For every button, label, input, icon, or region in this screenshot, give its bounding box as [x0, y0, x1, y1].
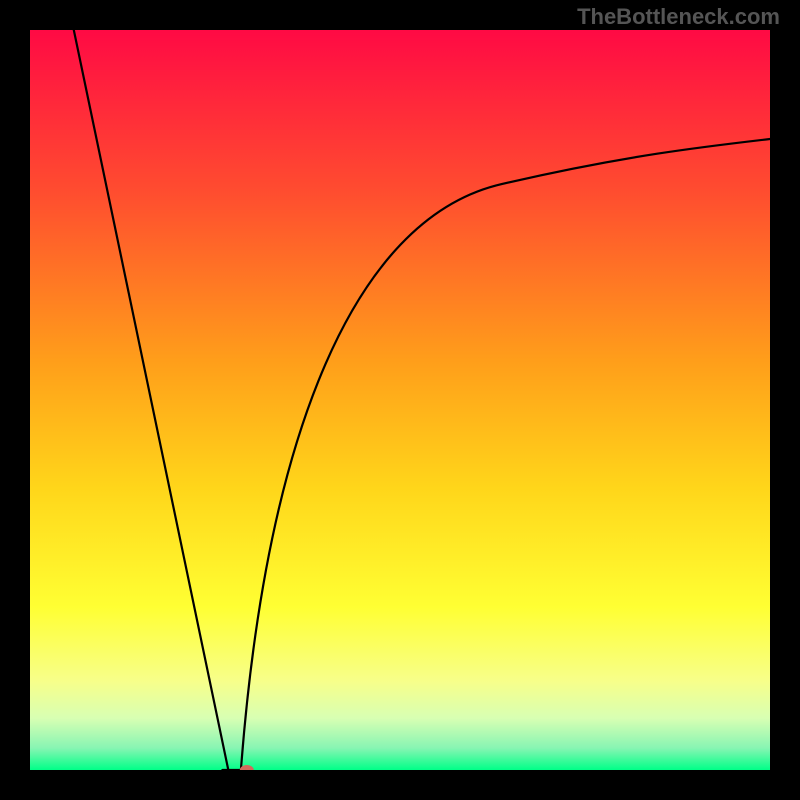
- chart-container: TheBottleneck.com: [0, 0, 800, 800]
- watermark-text: TheBottleneck.com: [577, 4, 780, 30]
- gradient-background: [30, 30, 770, 770]
- plot-area: [30, 30, 770, 770]
- chart-svg: [30, 30, 770, 770]
